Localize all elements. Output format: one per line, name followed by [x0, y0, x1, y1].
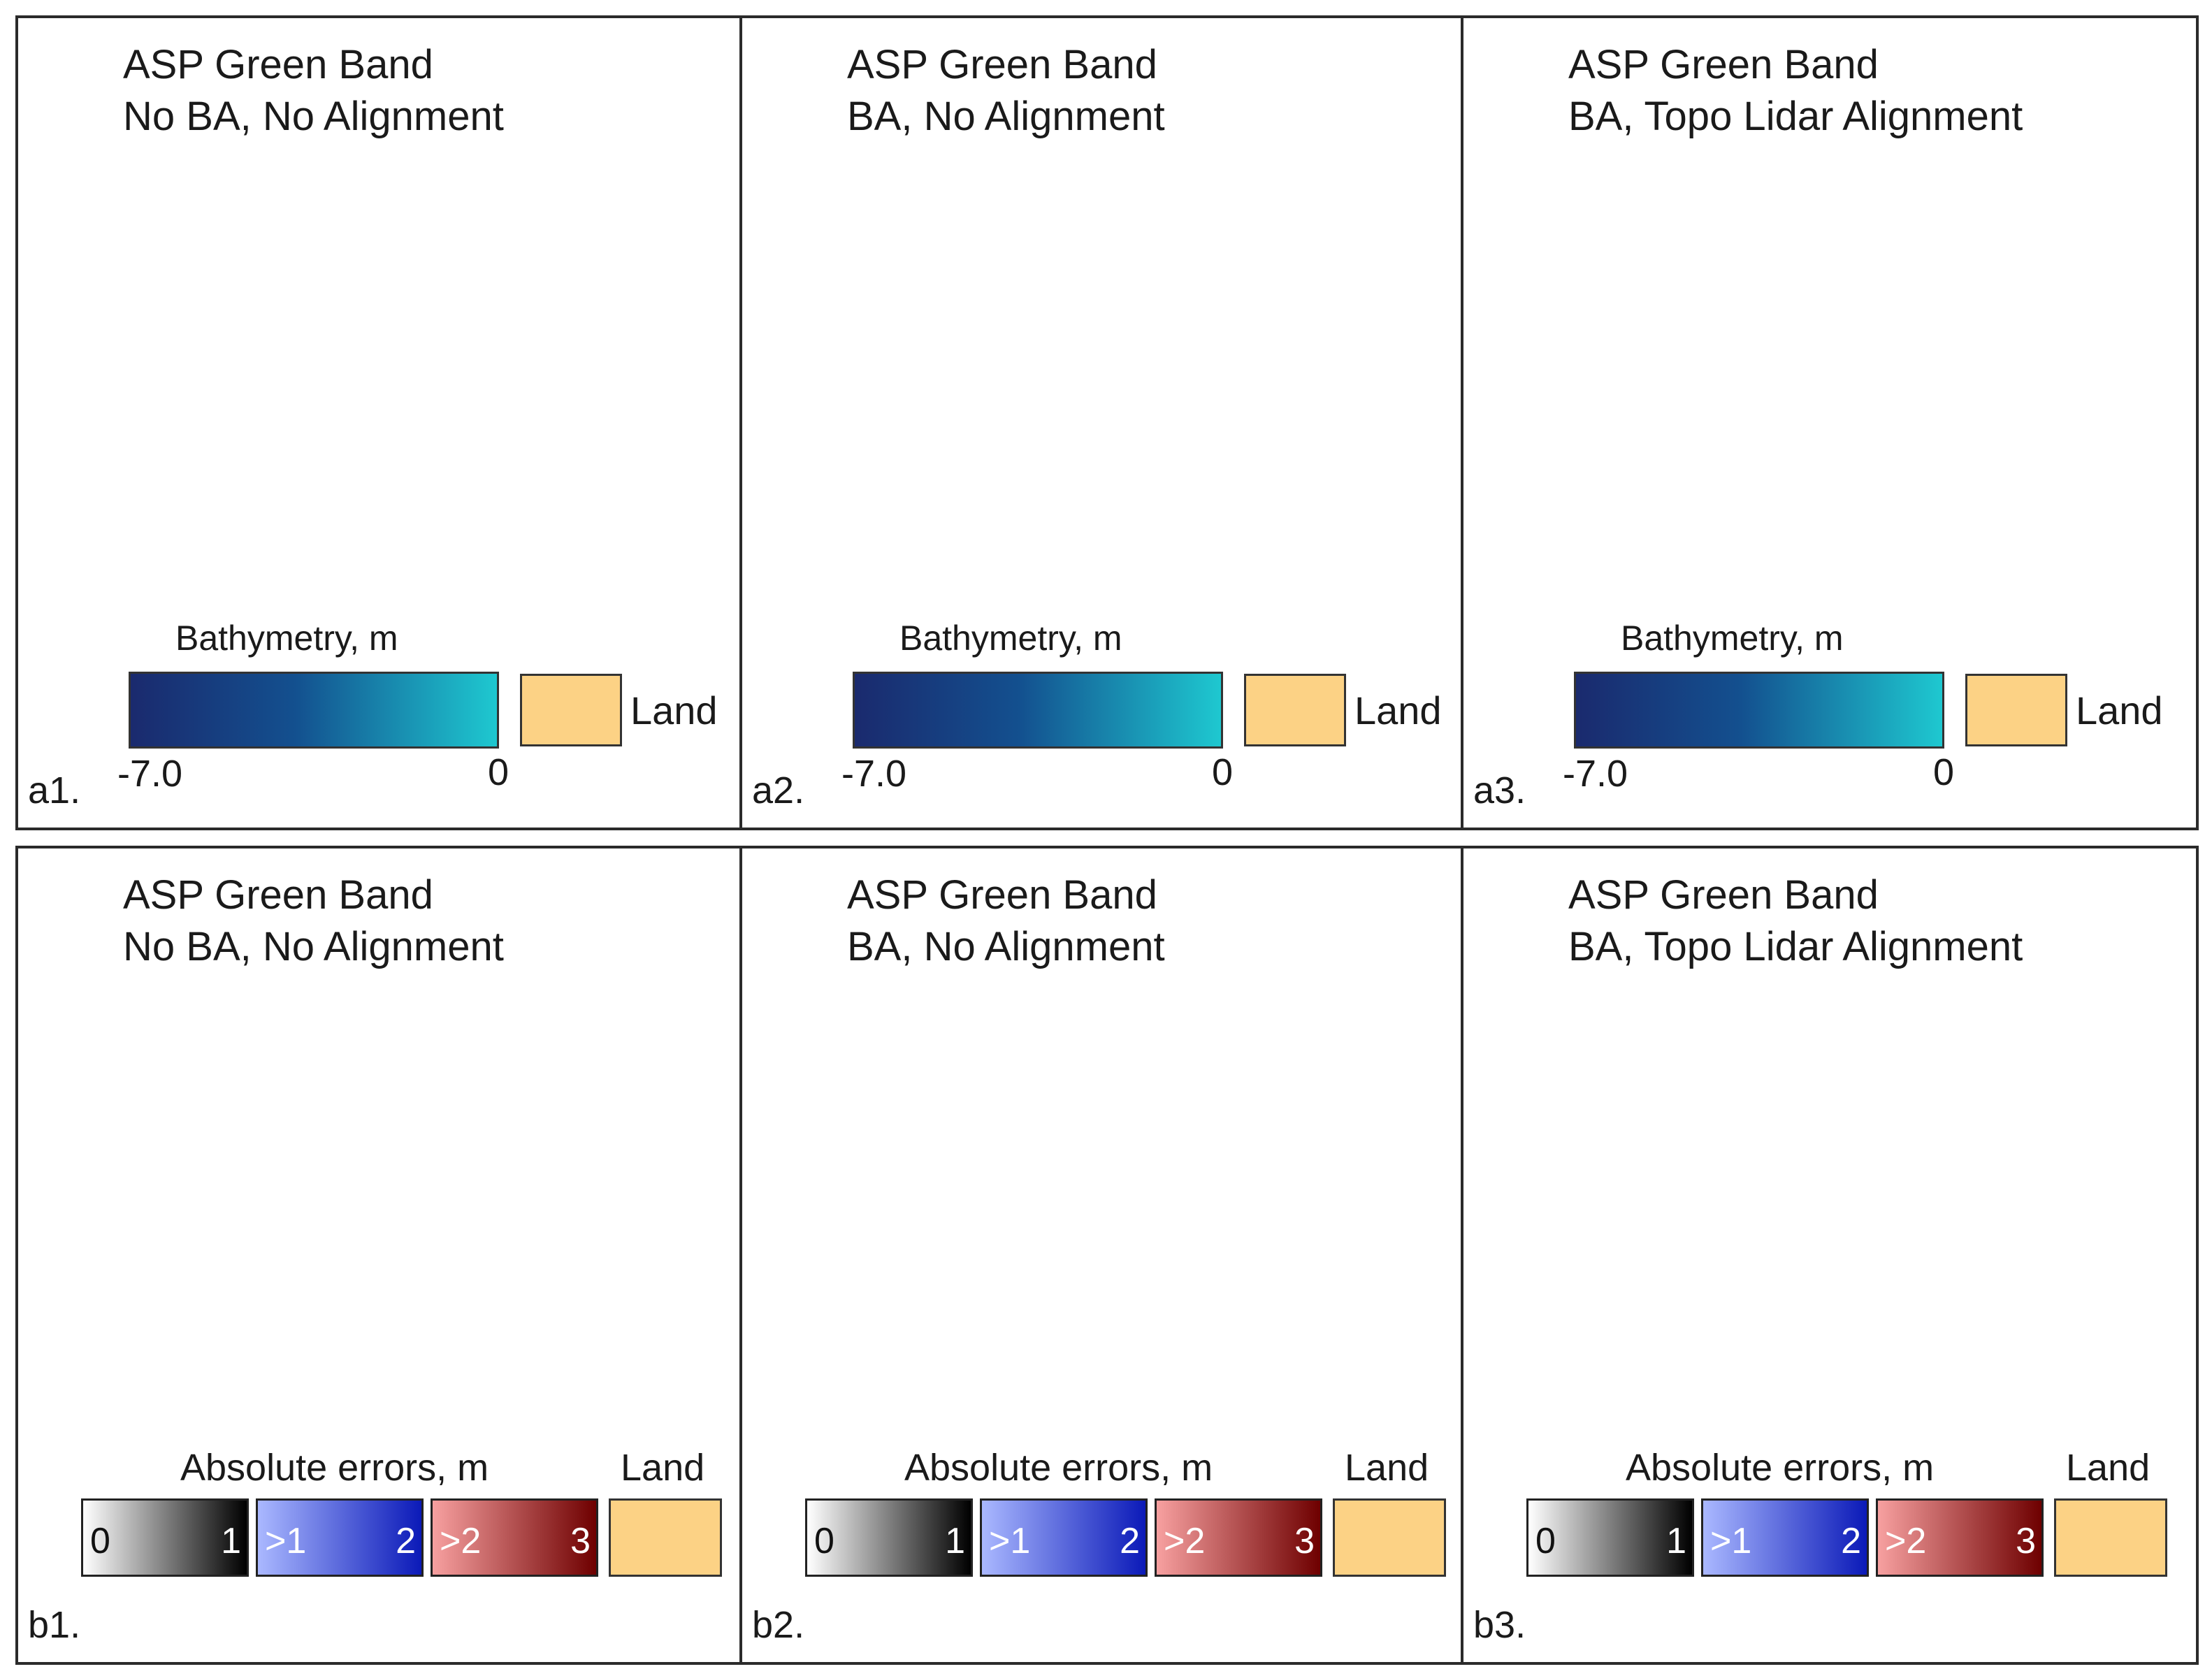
land-label: Land [1354, 688, 1442, 732]
panel-a3: ASP Green Band BA, Topo Lidar Alignment … [1461, 18, 2196, 828]
panel-b2: ASP Green Band BA, No Alignment Absolute… [739, 848, 1461, 1662]
title-line2: BA, No Alignment [847, 94, 1165, 139]
gray-max: 1 [945, 1521, 965, 1561]
bathymetry-map [1495, 136, 2166, 632]
colorbar-title: Bathymetry, m [1621, 619, 1844, 658]
panel-title: ASP Green Band No BA, No Alignment [123, 39, 504, 143]
land-swatch [2054, 1498, 2167, 1577]
bathymetry-map [50, 136, 721, 632]
bathymetry-colorbar [853, 672, 1223, 749]
land-label: Land [630, 688, 718, 732]
land-swatch [520, 674, 622, 746]
tick-max: 0 [1933, 751, 1955, 793]
red-max: 3 [2016, 1521, 2036, 1561]
gray-min: 0 [1535, 1521, 1556, 1561]
title-line1: ASP Green Band [123, 42, 433, 87]
bathymetry-row: ASP Green Band No BA, No Alignment Bathy… [15, 15, 2199, 830]
red-max: 3 [570, 1521, 591, 1561]
blue-min: >1 [265, 1521, 307, 1561]
error-row: ASP Green Band No BA, No Alignment Absol… [15, 846, 2199, 1665]
panel-b1: ASP Green Band No BA, No Alignment Absol… [18, 848, 739, 1662]
error-scale-gray: 0 1 [1526, 1498, 1694, 1577]
title-line2: BA, Topo Lidar Alignment [1568, 924, 2023, 969]
bathymetry-map [774, 136, 1445, 632]
red-min: >2 [440, 1521, 482, 1561]
land-swatch [609, 1498, 722, 1577]
error-scale-red: >2 3 [431, 1498, 598, 1577]
land-swatch [1965, 674, 2067, 746]
panel-b3: ASP Green Band BA, Topo Lidar Alignment … [1461, 848, 2196, 1662]
panel-letter: b2. [752, 1604, 805, 1646]
colorbar-title: Bathymetry, m [899, 619, 1122, 658]
blue-max: 2 [1120, 1521, 1140, 1561]
land-label: Land [2066, 1447, 2150, 1489]
title-line1: ASP Green Band [1568, 42, 1879, 87]
red-max: 3 [1294, 1521, 1315, 1561]
red-min: >2 [1164, 1521, 1206, 1561]
panel-title: ASP Green Band BA, No Alignment [847, 869, 1165, 973]
panel-letter: a3. [1473, 770, 1526, 811]
error-scale-gray: 0 1 [81, 1498, 249, 1577]
error-scale-red: >2 3 [1155, 1498, 1322, 1577]
blue-max: 2 [1841, 1521, 1861, 1561]
tick-max: 0 [488, 751, 509, 793]
gray-min: 0 [814, 1521, 834, 1561]
title-line2: No BA, No Alignment [123, 924, 504, 969]
blue-min: >1 [1710, 1521, 1752, 1561]
title-line1: ASP Green Band [123, 872, 433, 918]
panel-title: ASP Green Band BA, Topo Lidar Alignment [1568, 869, 2023, 973]
tick-min: -7.0 [117, 753, 183, 795]
error-map [1495, 967, 2166, 1422]
land-label: Land [621, 1447, 705, 1489]
error-scale-red: >2 3 [1876, 1498, 2044, 1577]
legend-title: Absolute errors, m [180, 1447, 489, 1489]
title-line2: BA, No Alignment [847, 924, 1165, 969]
title-line2: No BA, No Alignment [123, 94, 504, 139]
panel-letter: b3. [1473, 1604, 1526, 1646]
legend-title: Absolute errors, m [904, 1447, 1213, 1489]
panel-a1: ASP Green Band No BA, No Alignment Bathy… [18, 18, 739, 828]
red-min: >2 [1885, 1521, 1927, 1561]
tick-min: -7.0 [1563, 753, 1628, 795]
error-scale-blue: >1 2 [256, 1498, 424, 1577]
gray-max: 1 [1666, 1521, 1686, 1561]
panel-letter: a1. [28, 770, 81, 811]
bathymetry-colorbar [129, 672, 499, 749]
legend-title: Absolute errors, m [1626, 1447, 1935, 1489]
error-scale-gray: 0 1 [805, 1498, 973, 1577]
title-line1: ASP Green Band [1568, 872, 1879, 918]
error-map [50, 967, 721, 1422]
panel-title: ASP Green Band No BA, No Alignment [123, 869, 504, 973]
panel-title: ASP Green Band BA, Topo Lidar Alignment [1568, 39, 2023, 143]
error-map [774, 967, 1445, 1422]
bathymetry-colorbar [1574, 672, 1944, 749]
error-scale-blue: >1 2 [1701, 1498, 1869, 1577]
land-label: Land [1345, 1447, 1429, 1489]
panel-letter: b1. [28, 1604, 81, 1646]
error-scale-blue: >1 2 [980, 1498, 1148, 1577]
title-line1: ASP Green Band [847, 872, 1157, 918]
panel-title: ASP Green Band BA, No Alignment [847, 39, 1165, 143]
title-line2: BA, Topo Lidar Alignment [1568, 94, 2023, 139]
gray-min: 0 [90, 1521, 110, 1561]
panel-a2: ASP Green Band BA, No Alignment Bathymet… [739, 18, 1461, 828]
tick-min: -7.0 [841, 753, 907, 795]
land-swatch [1333, 1498, 1446, 1577]
land-label: Land [2076, 688, 2163, 732]
gray-max: 1 [221, 1521, 241, 1561]
colorbar-title: Bathymetry, m [175, 619, 398, 658]
panel-letter: a2. [752, 770, 805, 811]
land-swatch [1244, 674, 1346, 746]
blue-max: 2 [396, 1521, 416, 1561]
title-line1: ASP Green Band [847, 42, 1157, 87]
blue-min: >1 [989, 1521, 1031, 1561]
tick-max: 0 [1212, 751, 1234, 793]
